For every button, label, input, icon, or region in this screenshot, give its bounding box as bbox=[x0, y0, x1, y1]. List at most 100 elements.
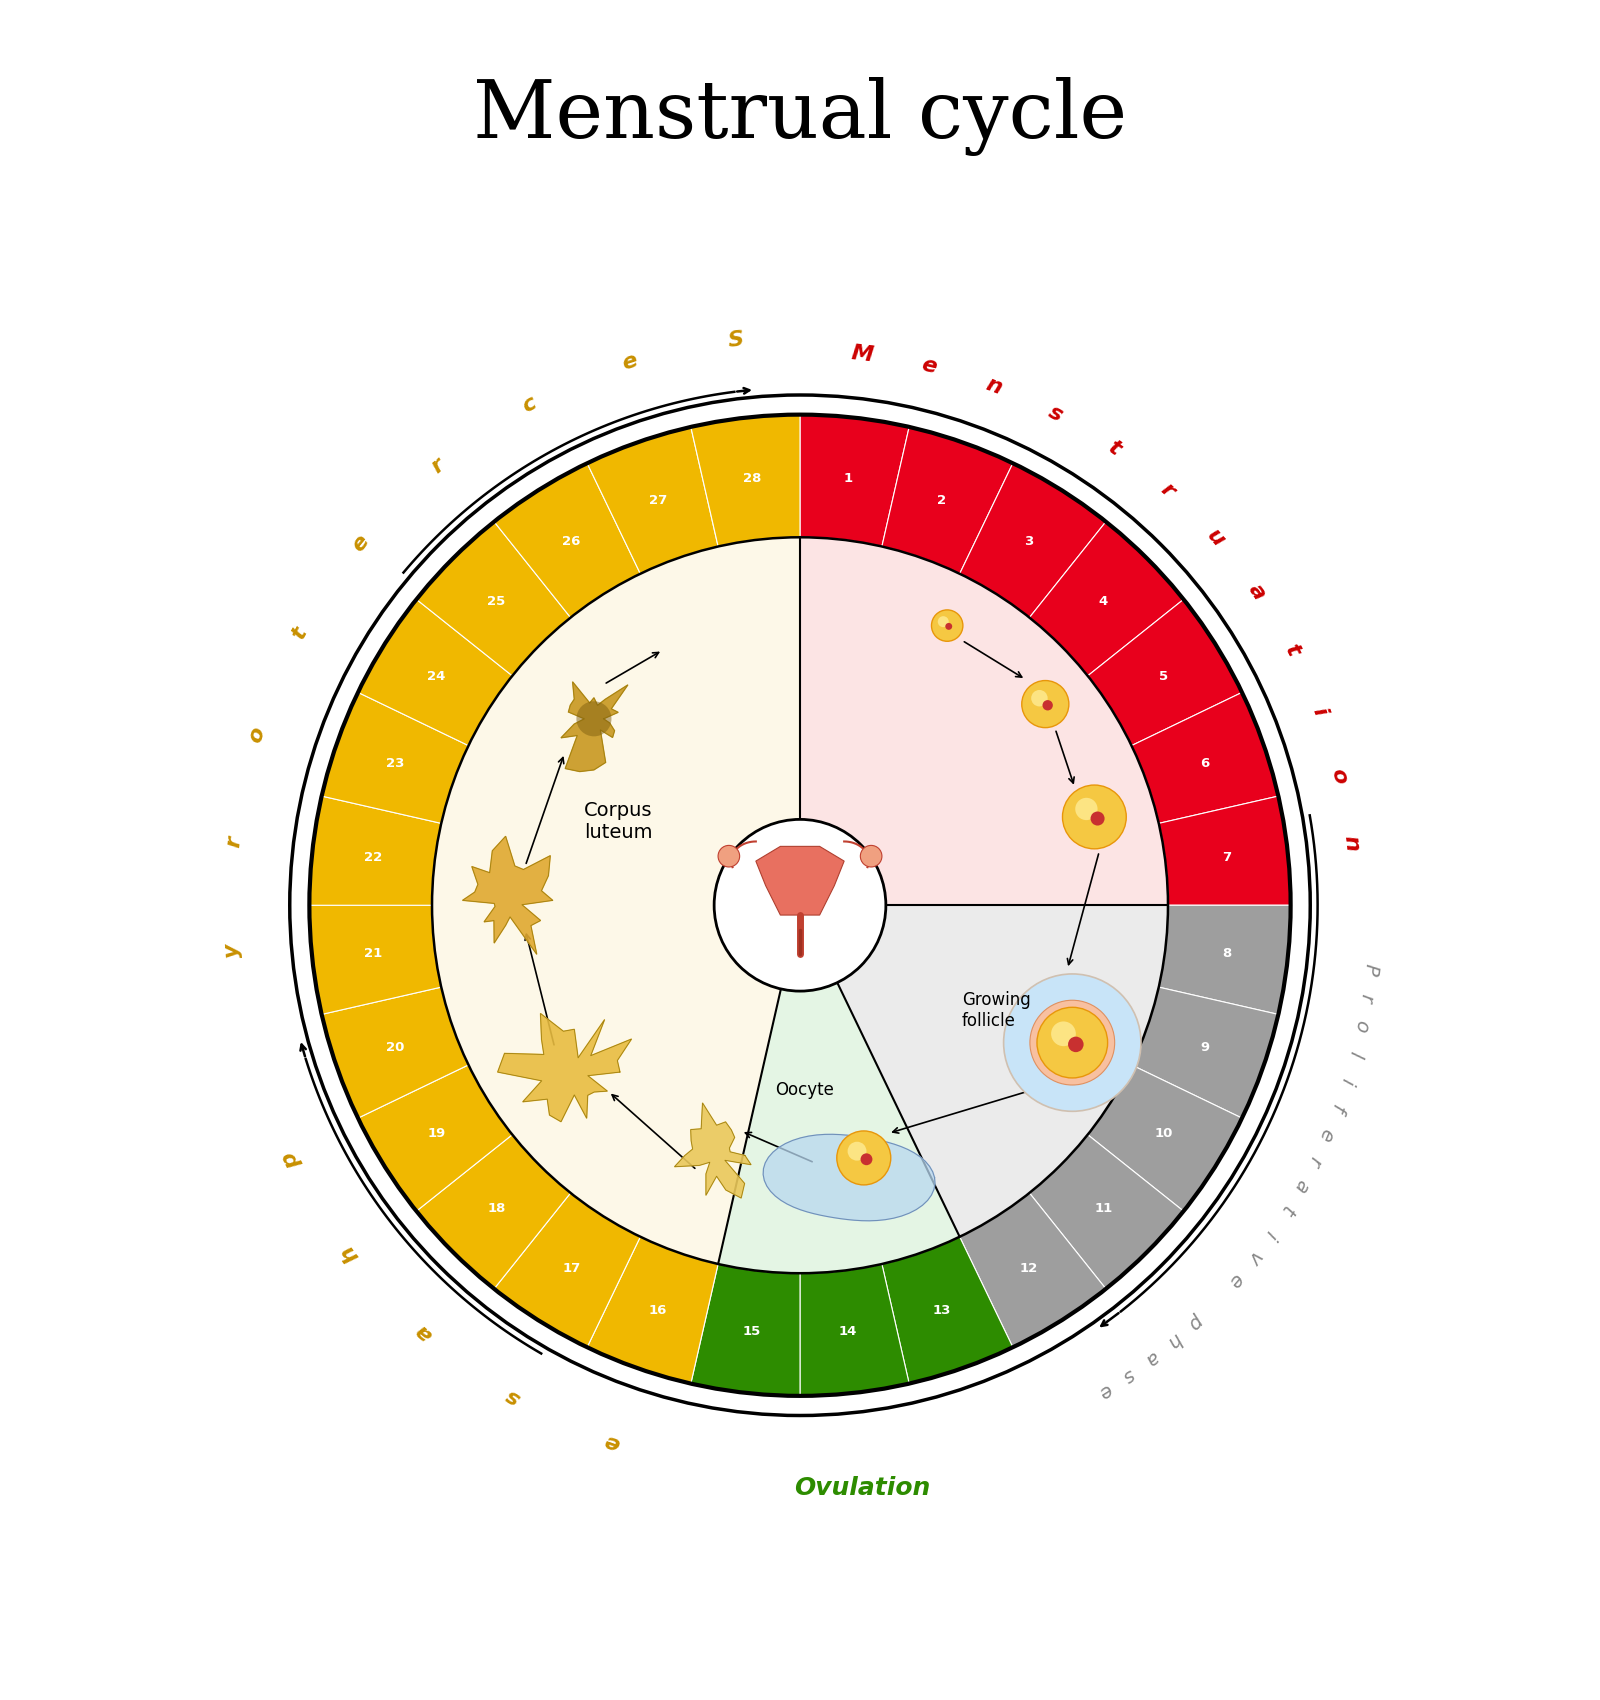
Text: Growing
follicle: Growing follicle bbox=[962, 991, 1030, 1030]
Wedge shape bbox=[416, 522, 571, 677]
Text: o: o bbox=[1350, 1018, 1371, 1034]
Circle shape bbox=[576, 702, 611, 736]
Text: t: t bbox=[1104, 437, 1123, 459]
Wedge shape bbox=[800, 1265, 909, 1396]
Text: 1: 1 bbox=[843, 473, 853, 484]
Circle shape bbox=[1062, 785, 1126, 848]
Text: 23: 23 bbox=[386, 756, 403, 770]
Text: 14: 14 bbox=[838, 1326, 858, 1338]
Text: 16: 16 bbox=[650, 1304, 667, 1318]
Text: a: a bbox=[1290, 1176, 1312, 1195]
Text: e: e bbox=[349, 530, 373, 556]
Text: e: e bbox=[1224, 1268, 1246, 1290]
Text: P: P bbox=[1360, 962, 1381, 976]
Wedge shape bbox=[718, 904, 960, 1273]
Text: S: S bbox=[728, 328, 746, 350]
Text: r: r bbox=[1357, 993, 1376, 1003]
Text: 2: 2 bbox=[938, 493, 946, 507]
Text: u: u bbox=[1203, 525, 1229, 551]
Text: t: t bbox=[1275, 1202, 1296, 1219]
Text: 6: 6 bbox=[1200, 756, 1210, 770]
Text: 25: 25 bbox=[488, 595, 506, 609]
Text: 8: 8 bbox=[1222, 947, 1232, 960]
Text: n: n bbox=[1341, 835, 1362, 852]
Polygon shape bbox=[755, 847, 845, 915]
Text: Corpus
luteum: Corpus luteum bbox=[584, 801, 653, 842]
Text: o: o bbox=[245, 724, 269, 745]
Text: n: n bbox=[982, 374, 1005, 398]
Polygon shape bbox=[498, 1013, 632, 1122]
Circle shape bbox=[718, 845, 739, 867]
Polygon shape bbox=[462, 836, 552, 954]
Wedge shape bbox=[800, 904, 1168, 1238]
Wedge shape bbox=[800, 415, 909, 546]
Wedge shape bbox=[1088, 1064, 1242, 1210]
Text: 21: 21 bbox=[365, 947, 382, 960]
Circle shape bbox=[931, 610, 963, 641]
Text: s: s bbox=[1120, 1365, 1139, 1386]
Text: r: r bbox=[1157, 479, 1178, 502]
Text: 17: 17 bbox=[563, 1261, 581, 1275]
Wedge shape bbox=[494, 462, 640, 617]
Text: 3: 3 bbox=[1024, 536, 1034, 549]
Wedge shape bbox=[960, 462, 1106, 617]
Polygon shape bbox=[763, 1134, 934, 1221]
Text: 22: 22 bbox=[365, 850, 382, 864]
Text: a: a bbox=[1245, 580, 1269, 604]
Text: i: i bbox=[1309, 704, 1330, 719]
Text: s: s bbox=[1045, 401, 1066, 425]
Wedge shape bbox=[1158, 904, 1291, 1015]
Text: r: r bbox=[1304, 1153, 1325, 1168]
Wedge shape bbox=[691, 1265, 800, 1396]
Text: 19: 19 bbox=[427, 1127, 446, 1141]
Wedge shape bbox=[1029, 1134, 1184, 1289]
Polygon shape bbox=[675, 1103, 750, 1198]
Text: h: h bbox=[336, 1241, 362, 1265]
Wedge shape bbox=[800, 537, 1168, 904]
Text: h: h bbox=[1163, 1329, 1186, 1352]
Text: e: e bbox=[602, 1430, 622, 1455]
Wedge shape bbox=[322, 988, 469, 1119]
Circle shape bbox=[861, 1153, 872, 1165]
Circle shape bbox=[1003, 974, 1141, 1112]
Wedge shape bbox=[1029, 522, 1184, 677]
Circle shape bbox=[1069, 1037, 1083, 1052]
Wedge shape bbox=[309, 904, 442, 1015]
Text: 13: 13 bbox=[933, 1304, 950, 1318]
Wedge shape bbox=[882, 427, 1013, 573]
Text: t: t bbox=[1280, 641, 1304, 660]
Circle shape bbox=[1091, 811, 1104, 826]
Wedge shape bbox=[309, 796, 442, 906]
Wedge shape bbox=[1131, 692, 1278, 823]
Text: a: a bbox=[1142, 1348, 1163, 1370]
Wedge shape bbox=[416, 1134, 571, 1289]
Text: l: l bbox=[1344, 1049, 1365, 1059]
Circle shape bbox=[714, 819, 886, 991]
Text: e: e bbox=[1315, 1125, 1338, 1144]
Wedge shape bbox=[587, 427, 718, 573]
Text: s: s bbox=[502, 1384, 523, 1409]
Text: 28: 28 bbox=[742, 473, 762, 484]
Text: 12: 12 bbox=[1019, 1261, 1037, 1275]
Text: t: t bbox=[288, 624, 310, 643]
Circle shape bbox=[1075, 797, 1098, 819]
Wedge shape bbox=[322, 692, 469, 823]
Text: v: v bbox=[1242, 1248, 1264, 1268]
Text: 15: 15 bbox=[742, 1326, 762, 1338]
Wedge shape bbox=[358, 1064, 512, 1210]
Circle shape bbox=[1022, 680, 1069, 728]
Circle shape bbox=[837, 1130, 891, 1185]
Text: 27: 27 bbox=[650, 493, 667, 507]
Polygon shape bbox=[562, 682, 627, 772]
Text: 5: 5 bbox=[1158, 670, 1168, 683]
Wedge shape bbox=[432, 537, 800, 1265]
Text: Menstrual cycle: Menstrual cycle bbox=[474, 76, 1126, 155]
Text: 7: 7 bbox=[1222, 850, 1230, 864]
Text: i: i bbox=[1261, 1227, 1280, 1243]
Text: Ovulation: Ovulation bbox=[794, 1476, 930, 1499]
Text: r: r bbox=[224, 835, 245, 848]
Wedge shape bbox=[882, 1238, 1013, 1384]
Text: y: y bbox=[222, 944, 243, 959]
Circle shape bbox=[1037, 1008, 1107, 1078]
Text: f: f bbox=[1326, 1102, 1347, 1115]
